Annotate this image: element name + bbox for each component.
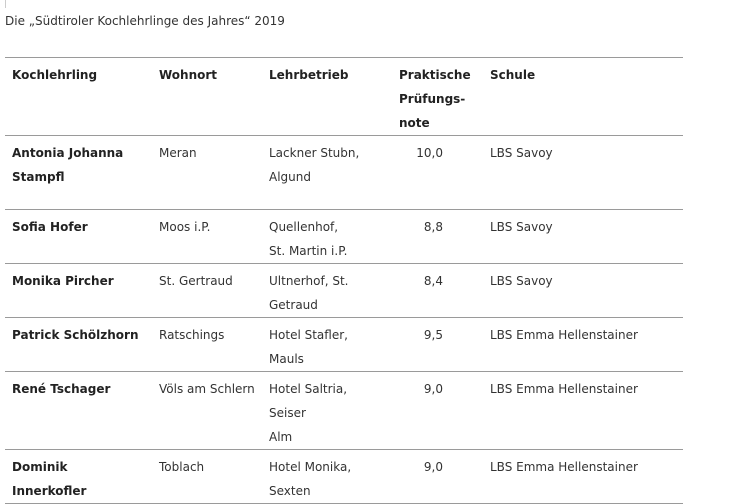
cell-school: LBS Emma Hellenstainer	[483, 317, 683, 372]
cell-name-line1: Antonia Johanna	[12, 146, 124, 160]
table-row: Dominik Innerkofler Toblach Hotel Monika…	[5, 449, 683, 504]
cell-company-line1: Hotel Saltria, Seiser	[269, 382, 348, 420]
column-header-grade-line1: Praktische	[399, 68, 471, 82]
cell-town: Meran	[152, 135, 262, 210]
table-row: Patrick Schölzhorn Ratschings Hotel Staf…	[5, 317, 683, 372]
cell-company-line1: Hotel Monika,	[269, 460, 352, 474]
cell-school: LBS Emma Hellenstainer	[483, 449, 683, 504]
table-caption: Die „Südtiroler Kochlehrlinge des Jahres…	[5, 14, 285, 28]
cell-school: LBS Savoy	[483, 263, 683, 318]
column-header-name: Kochlehrling	[5, 57, 152, 136]
column-header-town: Wohnort	[152, 57, 262, 136]
cell-company-line1: Hotel Stafler,	[269, 328, 348, 342]
cell-company-line2: St. Martin i.P.	[269, 244, 348, 258]
cell-school: LBS Emma Hellenstainer	[483, 371, 683, 450]
column-header-company: Lehrbetrieb	[262, 57, 392, 136]
cell-company: Quellenhof, St. Martin i.P.	[262, 209, 392, 264]
cell-company-line2: Mauls	[269, 352, 304, 366]
table-row: Sofia Hofer Moos i.P. Quellenhof, St. Ma…	[5, 209, 683, 264]
cell-company: Hotel Stafler, Mauls	[262, 317, 392, 372]
cell-town: Völs am Schlern	[152, 371, 262, 450]
cell-company: Lackner Stubn, Algund	[262, 135, 392, 210]
apprentice-results-table: Kochlehrling Wohnort Lehrbetrieb Praktis…	[5, 57, 683, 504]
table-row: René Tschager Völs am Schlern Hotel Salt…	[5, 371, 683, 450]
cell-name: Sofia Hofer	[5, 209, 152, 264]
cell-name: Dominik Innerkofler	[5, 449, 152, 504]
cell-grade: 9,5	[392, 317, 483, 372]
cell-town: Moos i.P.	[152, 209, 262, 264]
cell-company-line1: Ultnerhof, St.	[269, 274, 349, 288]
cell-company-line1: Lackner Stubn,	[269, 146, 360, 160]
cell-grade: 8,4	[392, 263, 483, 318]
cell-name: René Tschager	[5, 371, 152, 450]
cell-town: Ratschings	[152, 317, 262, 372]
cell-name-line2: Stampfl	[12, 170, 65, 184]
cell-school: LBS Savoy	[483, 209, 683, 264]
column-header-grade: Praktische Prüfungs- note	[392, 57, 483, 136]
cell-grade: 9,0	[392, 371, 483, 450]
cell-company-line2: Alm	[269, 430, 293, 444]
cell-school: LBS Savoy	[483, 135, 683, 210]
cell-grade: 8,8	[392, 209, 483, 264]
cell-company-line2: Algund	[269, 170, 311, 184]
cell-company-line1: Quellenhof,	[269, 220, 339, 234]
top-divider-mark	[5, 0, 6, 8]
column-header-grade-line2: Prüfungs-	[399, 92, 466, 106]
cell-company-line2: Getraud	[269, 298, 318, 312]
table-row: Antonia Johanna Stampfl Meran Lackner St…	[5, 135, 683, 210]
cell-company: Hotel Saltria, Seiser Alm	[262, 371, 392, 450]
table-header-row: Kochlehrling Wohnort Lehrbetrieb Praktis…	[5, 57, 683, 136]
column-header-school: Schule	[483, 57, 683, 136]
cell-grade: 10,0	[392, 135, 483, 210]
cell-company-line2: Sexten	[269, 484, 311, 498]
cell-town: Toblach	[152, 449, 262, 504]
cell-company: Ultnerhof, St. Getraud	[262, 263, 392, 318]
cell-grade: 9,0	[392, 449, 483, 504]
table-row: Monika Pircher St. Gertraud Ultnerhof, S…	[5, 263, 683, 318]
cell-name: Patrick Schölzhorn	[5, 317, 152, 372]
cell-name: Monika Pircher	[5, 263, 152, 318]
cell-town: St. Gertraud	[152, 263, 262, 318]
cell-company: Hotel Monika, Sexten	[262, 449, 392, 504]
column-header-grade-line3: note	[399, 116, 430, 130]
cell-name: Antonia Johanna Stampfl	[5, 135, 152, 210]
